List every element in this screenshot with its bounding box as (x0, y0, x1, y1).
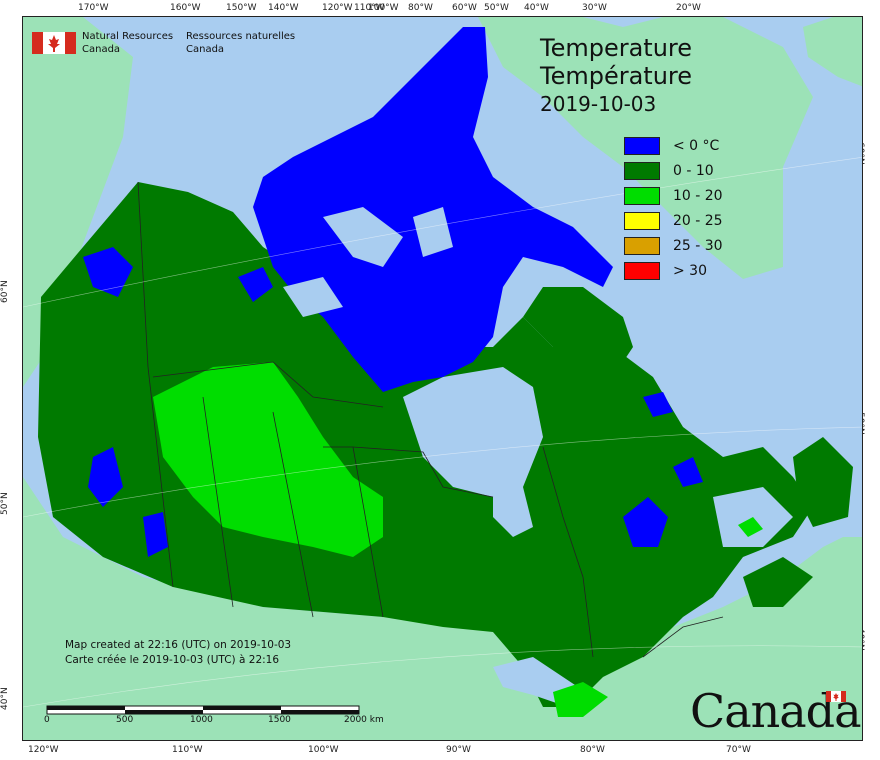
temperature-map[interactable] (22, 16, 863, 741)
arctic-channels (413, 207, 453, 257)
wordmark-flag-icon (826, 691, 846, 702)
iceland-landmass (803, 17, 862, 87)
graticule-label-top: 140°W (268, 3, 299, 13)
legend-swatch (624, 186, 660, 205)
agency-name-english: Natural Resources Canada (82, 30, 173, 56)
legend-label: > 30 (673, 262, 707, 279)
banks-island-area (238, 267, 273, 302)
legend-item: 0 - 10 (624, 158, 723, 183)
bc-cold-patches (88, 447, 123, 507)
agency-name-en-line: Canada (82, 44, 121, 55)
map-graphic (23, 17, 862, 740)
legend-label: < 0 °C (673, 137, 720, 154)
graticule-label-top: 100°W (368, 3, 399, 13)
map-title: Temperature Température 2019-10-03 (540, 34, 692, 118)
legend-label: 10 - 20 (673, 187, 723, 204)
graticule-label-top: 120°W (322, 3, 353, 13)
quebec-cold-patch (623, 497, 668, 547)
graticule-label-top: 160°W (170, 3, 201, 13)
legend-swatch (624, 136, 660, 155)
legend-item: 25 - 30 (624, 233, 723, 258)
labrador-cold-patch (673, 457, 703, 487)
credit-english: Map created at 22:16 (UTC) on 2019-10-03 (65, 639, 292, 651)
graticule-label-bottom: 90°W (446, 745, 471, 755)
legend-swatch (624, 161, 660, 180)
scale-label: 0 (44, 715, 50, 725)
graticule-label-bottom: 100°W (308, 745, 339, 755)
legend-label: 20 - 25 (673, 212, 723, 229)
legend-item: < 0 °C (624, 133, 723, 158)
graticule-label-top: 60°W (452, 3, 477, 13)
map-credits: Map created at 22:16 (UTC) on 2019-10-03… (65, 638, 291, 668)
legend-item: 20 - 25 (624, 208, 723, 233)
hudson-bay (403, 367, 543, 497)
arctic-channels (283, 277, 343, 317)
legend-swatch (624, 236, 660, 255)
quebec-labrador-region (523, 287, 633, 377)
bc-cold-patches (143, 512, 168, 557)
legend-label: 25 - 30 (673, 237, 723, 254)
scale-label: 1500 (268, 715, 291, 725)
graticule-label-bottom: 120°W (28, 745, 59, 755)
canada-flag-icon (32, 32, 76, 54)
title-french: Température (540, 62, 693, 90)
graticule-label-left: 50°N (0, 492, 10, 515)
legend-swatch (624, 261, 660, 280)
graticule-label-top: 30°W (582, 3, 607, 13)
graticule-label-left: 40°N (0, 687, 10, 710)
maritimes-warm (738, 517, 763, 537)
title-english: Temperature (540, 34, 693, 62)
agency-name-french: Ressources naturelles Canada (186, 30, 295, 56)
temperature-legend: < 0 °C 0 - 10 10 - 20 20 - 25 25 - 30 > … (624, 133, 723, 283)
graticule-label-top: 50°W (484, 3, 509, 13)
nova-scotia (743, 557, 813, 607)
credit-french: Carte créée le 2019-10-03 (UTC) à 22:16 (65, 654, 280, 666)
graticule-label-top: 110°W (354, 3, 385, 13)
graticule-label-bottom: 70°W (726, 745, 751, 755)
newfoundland (793, 437, 853, 527)
scale-label: 500 (116, 715, 134, 725)
graticule-label-top: 40°W (524, 3, 549, 13)
james-bay (493, 487, 533, 537)
graticule-label-left: 60°N (0, 280, 10, 303)
map-date: 2019-10-03 (540, 92, 657, 116)
legend-item: 10 - 20 (624, 183, 723, 208)
scale-bar (46, 705, 360, 715)
legend-item: > 30 (624, 258, 723, 283)
southern-ontario-warm (553, 682, 608, 717)
legend-label: 0 - 10 (673, 162, 714, 179)
graticule-label-bottom: 110°W (172, 745, 203, 755)
arctic-archipelago (253, 27, 613, 392)
graticule-label-top: 170°W (78, 3, 109, 13)
graticule-label-top: 80°W (408, 3, 433, 13)
legend-swatch (624, 211, 660, 230)
agency-name-fr-line: Ressources naturelles (186, 31, 296, 42)
graticule-label-top: 20°W (676, 3, 701, 13)
ungava-cold-patch (643, 392, 673, 417)
graticule-label-top: 150°W (226, 3, 257, 13)
agency-name-en-line: Natural Resources (82, 31, 174, 42)
usa-landmass (23, 477, 862, 740)
arctic-channels (323, 207, 403, 267)
scale-label: 1000 (190, 715, 213, 725)
yukon-cold-patches (83, 247, 133, 297)
scale-label: 2000 km (344, 715, 384, 725)
graticule-lines (23, 156, 862, 708)
graticule-label-bottom: 80°W (580, 745, 605, 755)
prairie-warm-zone (153, 362, 383, 557)
provincial-boundaries (137, 181, 724, 658)
agency-name-fr-line: Canada (186, 44, 225, 55)
